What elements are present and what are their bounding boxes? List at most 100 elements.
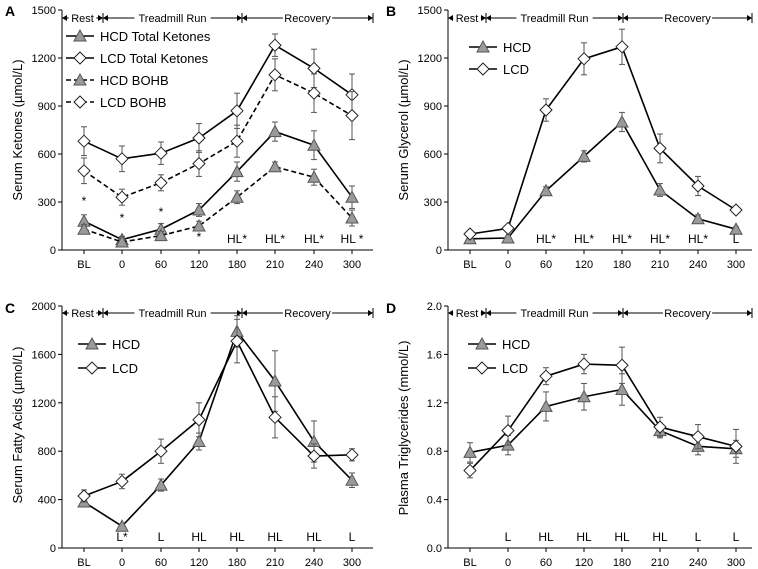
x-tick-label: BL	[463, 557, 476, 569]
phase-arrowhead	[481, 310, 486, 316]
y-tick-label: 1500	[418, 5, 442, 17]
x-tick-label: 210	[266, 557, 284, 569]
data-point	[268, 124, 282, 138]
x-tick-label: 0	[505, 259, 511, 271]
data-point	[268, 373, 282, 387]
significance-annotation: HL	[267, 530, 283, 544]
significance-annotation: *	[197, 230, 202, 244]
x-tick-label: 0	[119, 259, 125, 271]
legend-label: LCD	[112, 361, 138, 376]
phase-arrowhead	[481, 15, 486, 21]
legend-label: LCD Total Ketones	[100, 51, 209, 66]
significance-annotation: L*	[116, 530, 128, 544]
x-tick-label: 0	[119, 557, 125, 569]
x-tick-label: 180	[228, 557, 246, 569]
phase-arrowhead	[103, 310, 108, 316]
data-point	[615, 40, 629, 54]
x-tick-label: 240	[305, 259, 323, 271]
significance-annotation: HL	[652, 530, 668, 544]
y-tick-label: 1.6	[427, 349, 442, 361]
chart-panel-c: C 0 400 800 1200 1600 2000 BL 0 60 120 180 210 240 300…	[5, 300, 374, 569]
y-tick-label: 0	[436, 245, 442, 257]
data-point	[230, 134, 244, 148]
y-tick-label: 1600	[32, 349, 56, 361]
data-point	[729, 222, 743, 235]
y-tick-label: 900	[38, 101, 56, 113]
phase-arrowhead	[486, 310, 491, 316]
phase-arrowhead	[62, 15, 67, 21]
chart-panel-a: A 0 300 600 900 1200 1500 BL 0 60 120 180 210 240 300 S…	[5, 3, 374, 271]
data-point	[192, 218, 206, 232]
y-tick-label: 300	[424, 197, 442, 209]
phase-arrowhead	[368, 15, 373, 21]
data-point	[192, 434, 206, 448]
phase-arrowhead	[747, 15, 752, 21]
phase-arrowhead	[448, 15, 453, 21]
significance-annotation: HL *	[341, 232, 364, 246]
y-tick-label: 1.2	[427, 398, 442, 410]
phase-arrowhead	[368, 310, 373, 316]
legend-label: LCD	[503, 62, 529, 77]
panel-label: D	[386, 300, 396, 316]
y-tick-label: 1200	[418, 53, 442, 65]
y-tick-label: 900	[424, 101, 442, 113]
data-point	[691, 211, 705, 225]
y-tick-label: 400	[38, 495, 56, 507]
data-point	[577, 357, 591, 371]
x-tick-label: 60	[155, 557, 167, 569]
x-tick-label: BL	[77, 557, 90, 569]
phase-arrowhead	[242, 15, 247, 21]
y-tick-label: 0.8	[427, 446, 442, 458]
data-point	[307, 138, 321, 151]
phase-arrowhead	[98, 15, 103, 21]
phase-arrowhead	[237, 15, 242, 21]
data-point	[230, 104, 244, 118]
data-point	[192, 156, 206, 171]
y-axis-label: Plasma Triglycerides (mmol/L)	[396, 341, 411, 516]
significance-annotation: *	[159, 205, 164, 219]
x-tick-label: 180	[613, 557, 631, 569]
y-tick-label: 0.0	[427, 543, 442, 555]
y-axis-label: Serum Fatty Acids (µmol/L)	[10, 346, 25, 503]
data-point	[307, 170, 321, 183]
y-tick-label: 600	[424, 149, 442, 161]
data-point	[463, 463, 477, 478]
x-tick-label: 210	[266, 259, 284, 271]
data-point	[115, 474, 129, 489]
phase-label: Recovery	[664, 13, 711, 25]
data-point	[539, 369, 553, 383]
legend-label: HCD	[503, 40, 531, 55]
y-tick-label: 800	[38, 446, 56, 458]
data-point	[345, 210, 359, 224]
y-tick-label: 1200	[32, 398, 56, 410]
data-point	[77, 164, 91, 178]
series-line	[469, 45, 737, 235]
legend-marker	[85, 361, 99, 375]
x-tick-label: 300	[727, 557, 745, 569]
data-point	[577, 389, 591, 403]
chart-panel-b: B 0 300 600 900 1200 1500 BL 0 60 120 180 210 240 300 S…	[386, 3, 753, 271]
data-point	[463, 445, 477, 458]
legend-label: HCD	[502, 337, 530, 352]
series-line	[83, 130, 353, 241]
y-tick-label: 300	[38, 197, 56, 209]
data-point	[230, 190, 244, 203]
significance-annotation: HL	[576, 530, 592, 544]
x-tick-label: 240	[689, 259, 707, 271]
data-point	[501, 423, 515, 438]
data-point	[307, 61, 321, 76]
significance-annotation: L	[733, 232, 740, 246]
data-point	[268, 159, 282, 173]
significance-annotation: *	[82, 194, 87, 208]
phase-arrowhead	[242, 310, 247, 316]
y-tick-label: 2.0	[427, 301, 442, 313]
data-point	[577, 149, 591, 162]
series-line	[83, 44, 353, 160]
x-tick-label: 180	[228, 259, 246, 271]
data-point	[691, 429, 705, 444]
panel-label: C	[5, 300, 15, 316]
significance-annotation: HL	[229, 530, 245, 544]
chart-panel-d: D 0.0 0.4 0.8 1.2 1.6 2.0 BL 0 60 120 180 210 240 300 P…	[386, 300, 753, 569]
significance-annotation: L	[505, 530, 512, 544]
